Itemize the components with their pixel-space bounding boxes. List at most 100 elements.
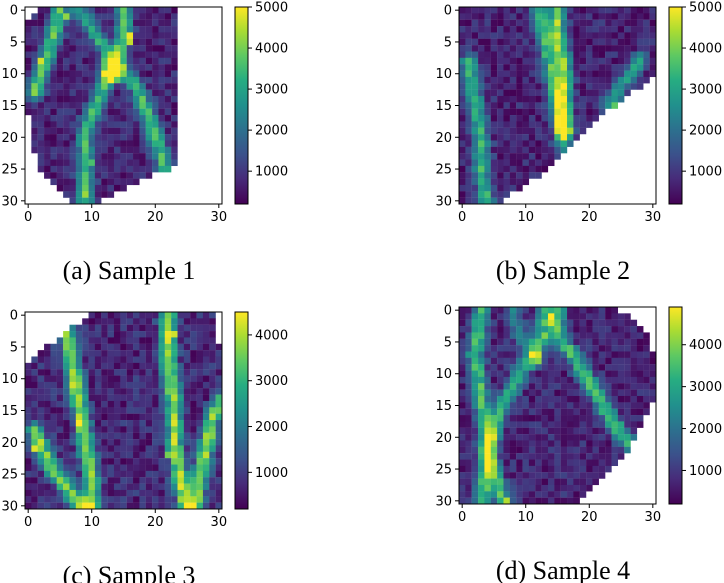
heatmap-cell	[164, 32, 172, 39]
heatmap-cell	[94, 7, 102, 14]
heatmap-cell	[497, 421, 504, 428]
heatmap-cell	[37, 502, 45, 510]
heatmap-cell	[82, 70, 89, 78]
heatmap-cell	[37, 483, 45, 491]
heatmap-cell	[82, 496, 89, 503]
heatmap-cell	[567, 357, 574, 365]
heatmap-cell	[459, 484, 466, 492]
heatmap-cell	[554, 115, 561, 122]
heatmap-cell	[145, 57, 153, 65]
heatmap-cell	[44, 57, 51, 65]
heatmap-cell	[478, 370, 485, 378]
heatmap-cell	[88, 400, 96, 408]
heatmap-cell	[152, 159, 159, 167]
heatmap-cell	[50, 153, 57, 160]
heatmap-cell	[547, 465, 555, 473]
heatmap-cell	[497, 402, 504, 409]
heatmap-cell	[56, 146, 64, 154]
heatmap-cell	[82, 121, 89, 128]
heatmap-cell	[560, 57, 568, 65]
heatmap-cell	[120, 324, 127, 332]
heatmap-cell	[617, 389, 625, 397]
heatmap-cell	[541, 89, 549, 97]
heatmap-cell	[139, 426, 146, 433]
heatmap-cell	[63, 172, 70, 179]
heatmap-cell	[101, 432, 108, 440]
heatmap-cell	[164, 343, 172, 351]
heatmap-cell	[465, 427, 472, 435]
heatmap-cell	[567, 115, 574, 122]
heatmap-cell	[541, 121, 549, 128]
heatmap-cell	[573, 76, 580, 84]
heatmap-cell	[611, 319, 619, 327]
heatmap-cell	[113, 115, 121, 122]
heatmap-cell	[573, 478, 580, 486]
heatmap-cell	[56, 400, 64, 408]
heatmap-cell	[133, 470, 140, 478]
heatmap-cell	[592, 351, 599, 358]
heatmap-cell	[579, 45, 587, 52]
heatmap-cell	[484, 191, 491, 198]
heatmap-cell	[75, 95, 83, 103]
heatmap-cell	[82, 127, 89, 135]
heatmap-cell	[547, 383, 555, 390]
heatmap-cell	[547, 357, 555, 365]
heatmap-cell	[113, 369, 121, 376]
heatmap-cell	[554, 376, 561, 384]
colorbar-gradient	[234, 311, 249, 510]
heatmap-cell	[56, 343, 64, 351]
heatmap-cell	[567, 89, 574, 97]
heatmap-cell	[82, 407, 89, 414]
heatmap-cell	[503, 491, 510, 498]
heatmap-cell	[465, 51, 472, 58]
heatmap-cell	[484, 491, 491, 498]
heatmap-cell	[465, 165, 472, 173]
heatmap-cell	[183, 343, 191, 351]
heatmap-cell	[183, 388, 191, 395]
heatmap-cell	[107, 159, 115, 167]
y-tick-label: 25	[435, 163, 452, 178]
heatmap-cell	[528, 127, 536, 135]
heatmap-cell	[516, 364, 523, 371]
heatmap-cell	[120, 146, 127, 154]
heatmap-cell	[598, 332, 606, 339]
heatmap-cell	[152, 102, 159, 109]
heatmap-cell	[101, 413, 108, 421]
heatmap-cell	[88, 394, 96, 402]
heatmap-cell	[535, 32, 542, 39]
heatmap-cell	[617, 319, 625, 327]
heatmap-cell	[598, 319, 606, 327]
heatmap-cell	[69, 172, 76, 179]
heatmap-cell	[82, 439, 89, 446]
heatmap-cell	[158, 159, 165, 167]
heatmap-cell	[215, 439, 223, 446]
heatmap-cell	[560, 345, 568, 352]
heatmap-cell	[605, 332, 612, 339]
heatmap-cell	[579, 26, 587, 33]
heatmap-cell	[636, 383, 644, 390]
heatmap-cell	[490, 121, 498, 128]
heatmap-cell	[63, 26, 70, 33]
heatmap-cell	[69, 83, 76, 90]
heatmap-cell	[497, 338, 504, 346]
heatmap-cell	[56, 496, 64, 503]
heatmap-cell	[535, 38, 542, 46]
heatmap-cell	[56, 426, 64, 433]
heatmap-cell	[630, 395, 638, 403]
heatmap-cell	[465, 70, 472, 78]
heatmap-cell	[547, 159, 555, 167]
heatmap-cell	[497, 434, 504, 441]
heatmap-cell	[50, 165, 57, 173]
heatmap-cell	[63, 102, 70, 109]
heatmap-cell	[50, 115, 57, 122]
heatmap-cell	[573, 364, 580, 371]
heatmap-cell	[158, 445, 165, 452]
heatmap-cell	[611, 421, 619, 428]
heatmap-cell	[101, 420, 108, 427]
heatmap-cell	[25, 464, 32, 472]
heatmap-cell	[535, 427, 542, 435]
heatmap-cell	[69, 32, 76, 39]
heatmap-cell	[547, 70, 555, 78]
heatmap-cell	[528, 45, 536, 52]
heatmap-cell	[554, 146, 561, 154]
